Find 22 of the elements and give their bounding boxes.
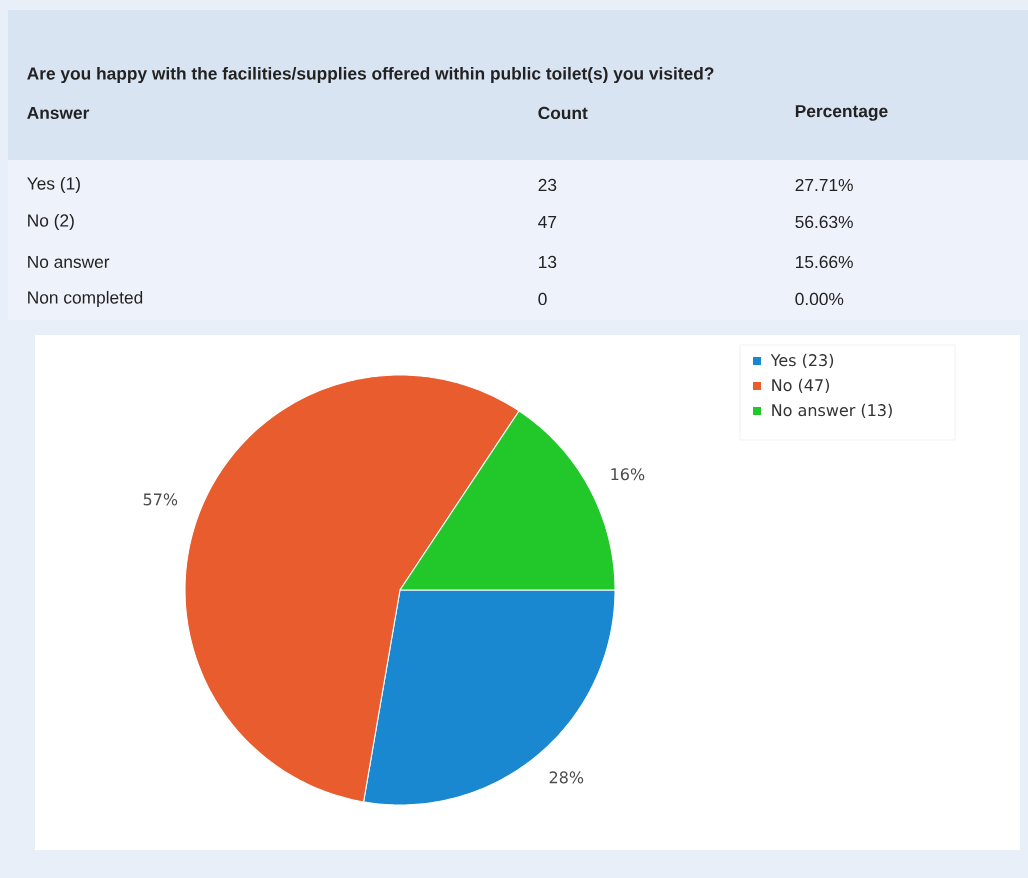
text: Answer [27,106,90,120]
data-label: 16% [611,468,645,481]
legend-label: Yes (23) [770,353,834,369]
text: 15.66% [796,255,853,269]
text: 0 [538,292,547,306]
text: 0.00% [795,292,844,306]
data-label: 28% [549,771,584,784]
text: Non completed [28,290,143,308]
text: 47 [538,216,557,228]
data-label: 57% [143,493,178,506]
text: No answer [28,255,110,269]
text: Percentage [795,105,888,121]
text: No (2) [28,213,74,231]
text: 27.71% [795,178,853,192]
text: 23 [538,178,557,192]
legend-label: No (47) [772,378,830,394]
text: Are you happy with the facilities/supplies offered within public toilet(s) you visited? [27,66,714,84]
text: 13 [539,255,557,269]
text: Count [538,106,588,120]
legend-label: No answer (13) [772,403,892,419]
text: 56.63% [795,215,853,229]
text: Yes (1) [27,176,80,194]
